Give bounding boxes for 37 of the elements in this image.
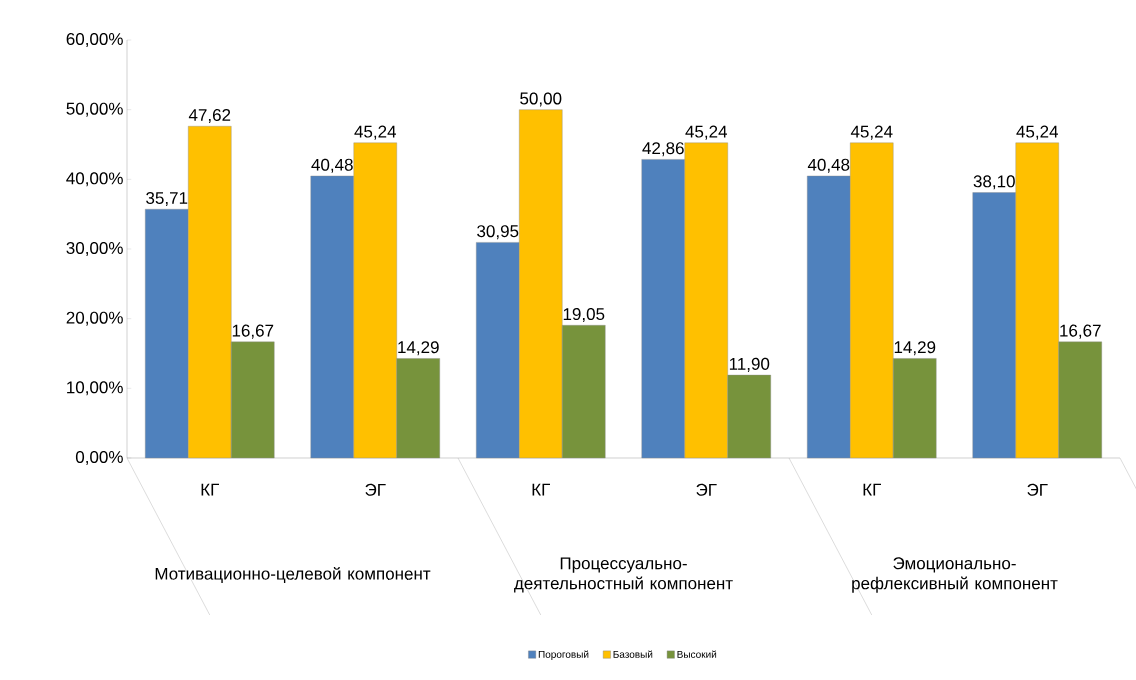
data-label: 40,48 [807,158,850,173]
data-label: 30,95 [477,225,519,240]
legend-label: Пороговый [538,650,589,660]
y-tick-label: 60,00% [66,32,123,48]
x-tick-label: КГ [201,483,220,496]
y-tick-label: 50,00% [66,102,123,117]
text: Эмоционально-рефлексивный компонент [852,557,1058,593]
data-label: 38,10 [973,175,1015,190]
text: Мотивационно-целевой компонент [155,566,431,583]
data-label: 14,29 [894,341,936,356]
data-label: 40,48 [311,158,353,173]
data-label: 19,05 [563,308,605,323]
data-label: 45,24 [685,125,728,140]
legend-label: Базовый [613,650,653,658]
data-label: 45,24 [354,125,397,140]
data-label: 45,24 [850,125,893,140]
x-tick-label: ЭГ [1027,483,1048,496]
y-tick-label: 30,00% [66,241,123,257]
y-tick-label: 20,00% [66,311,123,326]
data-label: 16,67 [232,324,274,339]
data-label: 14,29 [398,341,439,356]
x-tick-label: КГ [532,483,550,496]
y-tick-label: 0,00% [75,450,123,466]
data-label: 47,62 [188,109,231,124]
text: Процессуально- деятельностный компонент [514,557,733,593]
data-label: 45,24 [1016,125,1059,140]
y-tick-label: 40,00% [66,172,123,187]
data-label: 42,86 [642,142,684,157]
x-tick-label: КГ [863,483,881,496]
data-label: 50,00 [520,92,562,107]
data-label: 11,90 [729,357,770,372]
y-tick-label: 10,00% [67,381,123,396]
x-tick-label: ЭГ [365,483,386,496]
legend-label: Высокий [677,650,717,658]
data-label: 35,71 [146,191,188,207]
x-tick-label: ЭГ [696,483,717,496]
data-label: 16,67 [1060,324,1101,339]
